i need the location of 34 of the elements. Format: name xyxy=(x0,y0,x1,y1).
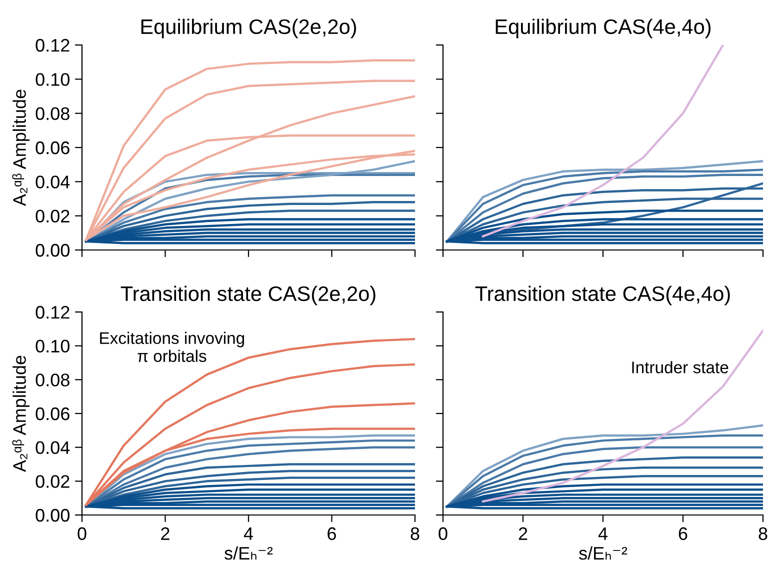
y-axis-title: A₂ᵅᵝ Amplitude xyxy=(12,356,30,472)
annotation: Excitations invoving π orbitals xyxy=(100,332,244,362)
y-axis-title: A₂ᵅᵝ Amplitude xyxy=(12,90,30,206)
x-tick-label: 6 xyxy=(678,527,688,540)
y-tick-label: 0.08 xyxy=(36,374,70,386)
x-tick-label: 8 xyxy=(758,527,768,540)
y-tick-label: 0.02 xyxy=(36,475,70,488)
chart-title: Transition state CAS(4e,4o) xyxy=(475,286,730,306)
annotation: Intruder state xyxy=(632,361,728,374)
x-tick-label: 8 xyxy=(410,527,420,540)
chart-title: Equilibrium CAS(2e,2o) xyxy=(141,18,356,38)
x-tick-label: 2 xyxy=(161,527,170,540)
y-tick-label: 0.02 xyxy=(36,210,70,223)
x-tick-label: 6 xyxy=(328,527,336,540)
x-tick-label: 4 xyxy=(598,527,608,540)
y-tick-label: 0.00 xyxy=(36,508,70,522)
y-tick-label: 0.04 xyxy=(36,176,70,188)
x-axis-title: s/Eₕ⁻² xyxy=(579,546,628,560)
x-tick-label: 4 xyxy=(244,527,253,540)
x-axis-title: s/Eₕ⁻² xyxy=(224,546,273,560)
y-tick-label: 0.08 xyxy=(36,107,70,120)
y-tick-label: 0.04 xyxy=(36,441,70,454)
y-tick-label: 0.06 xyxy=(36,141,70,154)
y-tick-label: 0.12 xyxy=(36,38,70,52)
y-tick-label: 0.00 xyxy=(36,244,70,257)
x-tick-label: 0 xyxy=(438,527,448,540)
x-tick-label: 2 xyxy=(518,527,528,540)
y-tick-label: 0.06 xyxy=(36,407,70,420)
chart-title: Equilibrium CAS(4e,4o) xyxy=(496,18,711,38)
y-tick-label: 0.10 xyxy=(36,73,70,86)
x-tick-label: 0 xyxy=(78,527,86,540)
y-tick-label: 0.12 xyxy=(36,306,70,319)
chart-title: Transition state CAS(2e,2o) xyxy=(120,286,376,306)
y-tick-label: 0.10 xyxy=(36,340,70,353)
